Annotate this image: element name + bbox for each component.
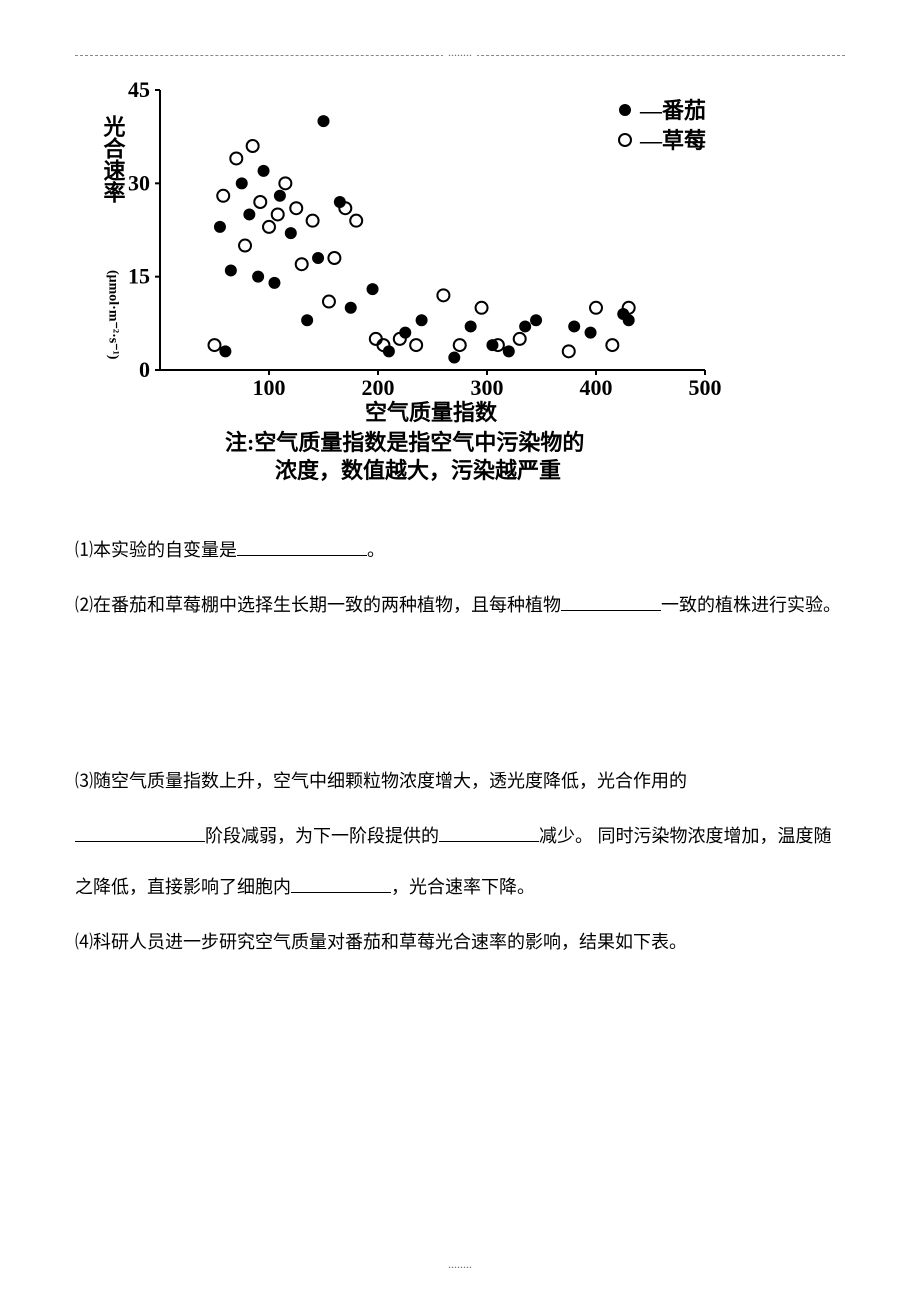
scatter-chart: 光合速率 (μmol·m⁻²·s⁻¹) 0 15 30 45 100 200 300 400… [85,70,785,500]
q3-blank2 [439,824,539,842]
svg-text:0: 0 [139,357,150,382]
chart-note-line1: 注:空气质量指数是指空气中污染物的 [225,430,584,455]
q3-suffix: ，光合速率下降。 [391,877,535,897]
q1-suffix: 。 [367,540,385,560]
question-2: ⑵在番茄和草莓棚中选择生长期一致的两种植物，且每种植物 一致的植株进行实验。 [75,580,845,630]
chart-note-line2: 浓度，数值越大，污染越严重 [275,458,561,483]
legend-strawberry-label: —草莓 [639,128,706,153]
svg-text:30: 30 [128,170,150,195]
q3-line1-prefix: ⑶随空气质量指数上升，空气中细颗粒物浓度增大，透光度降低，光合作用的 [75,771,687,791]
content-spacer [75,636,845,756]
q2-prefix: ⑵在番茄和草莓棚中选择生长期一致的两种植物，且每种植物 [75,595,561,615]
svg-text:400: 400 [580,375,613,400]
q1-prefix: ⑴本实验的自变量是 [75,540,237,560]
y-axis-label: 光合速率 [101,115,127,203]
svg-text:45: 45 [128,77,150,102]
y-ticks: 0 15 30 45 [128,77,160,382]
q4-text: ⑷科研人员进一步研究空气质量对番茄和草莓光合速率的影响，结果如下表。 [75,932,687,952]
q2-suffix: 一致的植株进行实验。 [661,595,841,615]
q1-blank [237,538,367,556]
chart-svg: 光合速率 (μmol·m⁻²·s⁻¹) 0 15 30 45 100 200 300 400… [85,70,785,500]
legend-tomato-label: —番茄 [639,98,706,123]
svg-text:15: 15 [128,264,150,289]
svg-text:500: 500 [689,375,722,400]
q3-mid1: 阶段减弱，为下一阶段提供的 [205,826,439,846]
x-axis-label: 空气质量指数 [365,400,498,425]
legend-tomato: —番茄 [619,98,706,123]
page-separator-bottom: ........ [448,1257,472,1272]
svg-text:200: 200 [362,375,395,400]
x-ticks: 100 200 300 400 500 [253,370,722,400]
y-axis-unit: (μmol·m⁻²·s⁻¹) [106,270,121,360]
svg-text:300: 300 [471,375,504,400]
question-4: ⑷科研人员进一步研究空气质量对番茄和草莓光合速率的影响，结果如下表。 [75,917,845,967]
question-3-line1: ⑶随空气质量指数上升，空气中细颗粒物浓度增大，透光度降低，光合作用的 [75,756,845,806]
legend-strawberry: —草莓 [619,128,706,153]
question-3-line2: 阶段减弱，为下一阶段提供的减少。 同时污染物浓度增加，温度随之降低，直接影响了细… [75,811,845,912]
question-content: ⑴本实验的自变量是 。 ⑵在番茄和草莓棚中选择生长期一致的两种植物，且每种植物 一致… [75,525,845,967]
q3-blank3 [291,875,391,893]
page-separator-top [75,55,845,56]
tomato-data-points [214,115,635,363]
svg-text:100: 100 [253,375,286,400]
q3-blank1 [75,824,205,842]
question-1: ⑴本实验的自变量是 。 [75,525,845,575]
q2-blank [561,593,661,611]
